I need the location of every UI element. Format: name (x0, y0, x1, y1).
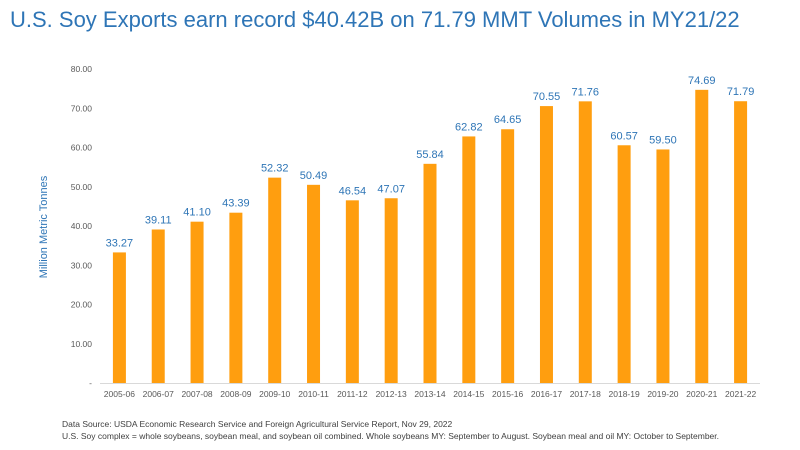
bar (734, 101, 748, 384)
bar (384, 198, 398, 383)
y-tick-label: - (89, 378, 92, 388)
x-tick-label: 2009-10 (259, 389, 290, 399)
bar (695, 89, 709, 384)
x-tick-label: 2011-12 (337, 389, 368, 399)
bar (345, 200, 359, 383)
bar-value-label: 70.55 (533, 91, 561, 103)
data-source-note: Data Source: USDA Economic Research Serv… (62, 419, 453, 429)
bar-value-label: 60.57 (610, 130, 638, 142)
bar-value-label: 33.27 (106, 237, 134, 249)
bar (229, 212, 243, 383)
bar-value-label: 50.49 (300, 170, 328, 182)
bar (423, 163, 437, 383)
bar-value-label: 74.69 (688, 75, 716, 87)
definition-note: U.S. Soy complex = whole soybeans, soybe… (62, 431, 719, 441)
bar-value-label: 41.10 (183, 207, 211, 219)
y-axis-label: Million Metric Tonnes (38, 175, 50, 278)
bar (462, 136, 476, 383)
y-tick-label: 70.00 (71, 103, 93, 113)
x-tick-label: 2017-18 (570, 389, 601, 399)
bar (617, 145, 631, 383)
x-tick-label: 2019-20 (647, 389, 678, 399)
x-tick-label: 2016-17 (531, 389, 562, 399)
bar-value-label: 71.76 (572, 86, 600, 98)
x-tick-label: 2007-08 (181, 389, 212, 399)
bar-value-label: 52.32 (261, 163, 289, 175)
bar-chart: Million Metric Tonnes - 10.00 20.00 30.00 40… (38, 64, 760, 399)
bar (268, 177, 282, 383)
bar-value-label: 62.82 (455, 121, 483, 133)
bar (656, 149, 670, 383)
x-tick-label: 2018-19 (609, 389, 640, 399)
bar-value-label: 55.84 (416, 149, 444, 161)
x-tick-label: 2012-13 (376, 389, 407, 399)
bar-value-label: 43.39 (222, 198, 250, 210)
y-tick-label: 80.00 (71, 64, 93, 74)
x-tick-label: 2008-09 (220, 389, 251, 399)
bar-value-label: 64.65 (494, 114, 522, 126)
bar (151, 229, 165, 383)
x-axis-ticks: 2005-06 2006-07 2007-08 2008-09 2009-10 2010-… (104, 389, 757, 399)
x-tick-label: 2006-07 (143, 389, 174, 399)
bar-value-label: 59.50 (649, 134, 677, 146)
bar (539, 106, 553, 383)
bar-value-label: 39.11 (145, 214, 172, 226)
bar (578, 101, 592, 383)
x-tick-label: 2005-06 (104, 389, 135, 399)
bar-series (112, 89, 748, 384)
bar (112, 252, 126, 383)
bar-value-label: 47.07 (377, 183, 405, 195)
bar-value-label: 46.54 (339, 185, 367, 197)
data-labels: 33.27 39.11 41.10 43.39 52.32 50.49 46.54 47.07… (106, 75, 755, 250)
y-tick-label: 20.00 (71, 300, 93, 310)
y-tick-label: 50.00 (71, 182, 93, 192)
x-tick-label: 2021-22 (725, 389, 756, 399)
y-tick-label: 60.00 (71, 143, 93, 153)
y-axis-ticks: - 10.00 20.00 30.00 40.00 50.00 60.00 70.00 80.0… (71, 64, 93, 388)
x-tick-label: 2013-14 (414, 389, 445, 399)
y-tick-label: 10.00 (71, 339, 93, 349)
y-tick-label: 40.00 (71, 221, 93, 231)
bar-value-label: 71.79 (727, 86, 755, 98)
bar (307, 184, 321, 383)
x-tick-label: 2014-15 (453, 389, 484, 399)
x-tick-label: 2010-11 (298, 389, 329, 399)
bar (501, 129, 515, 383)
x-tick-label: 2020-21 (686, 389, 717, 399)
bar (190, 221, 204, 383)
x-tick-label: 2015-16 (492, 389, 523, 399)
chart-title: U.S. Soy Exports earn record $40.42B on … (10, 7, 740, 32)
y-tick-label: 30.00 (71, 260, 93, 270)
